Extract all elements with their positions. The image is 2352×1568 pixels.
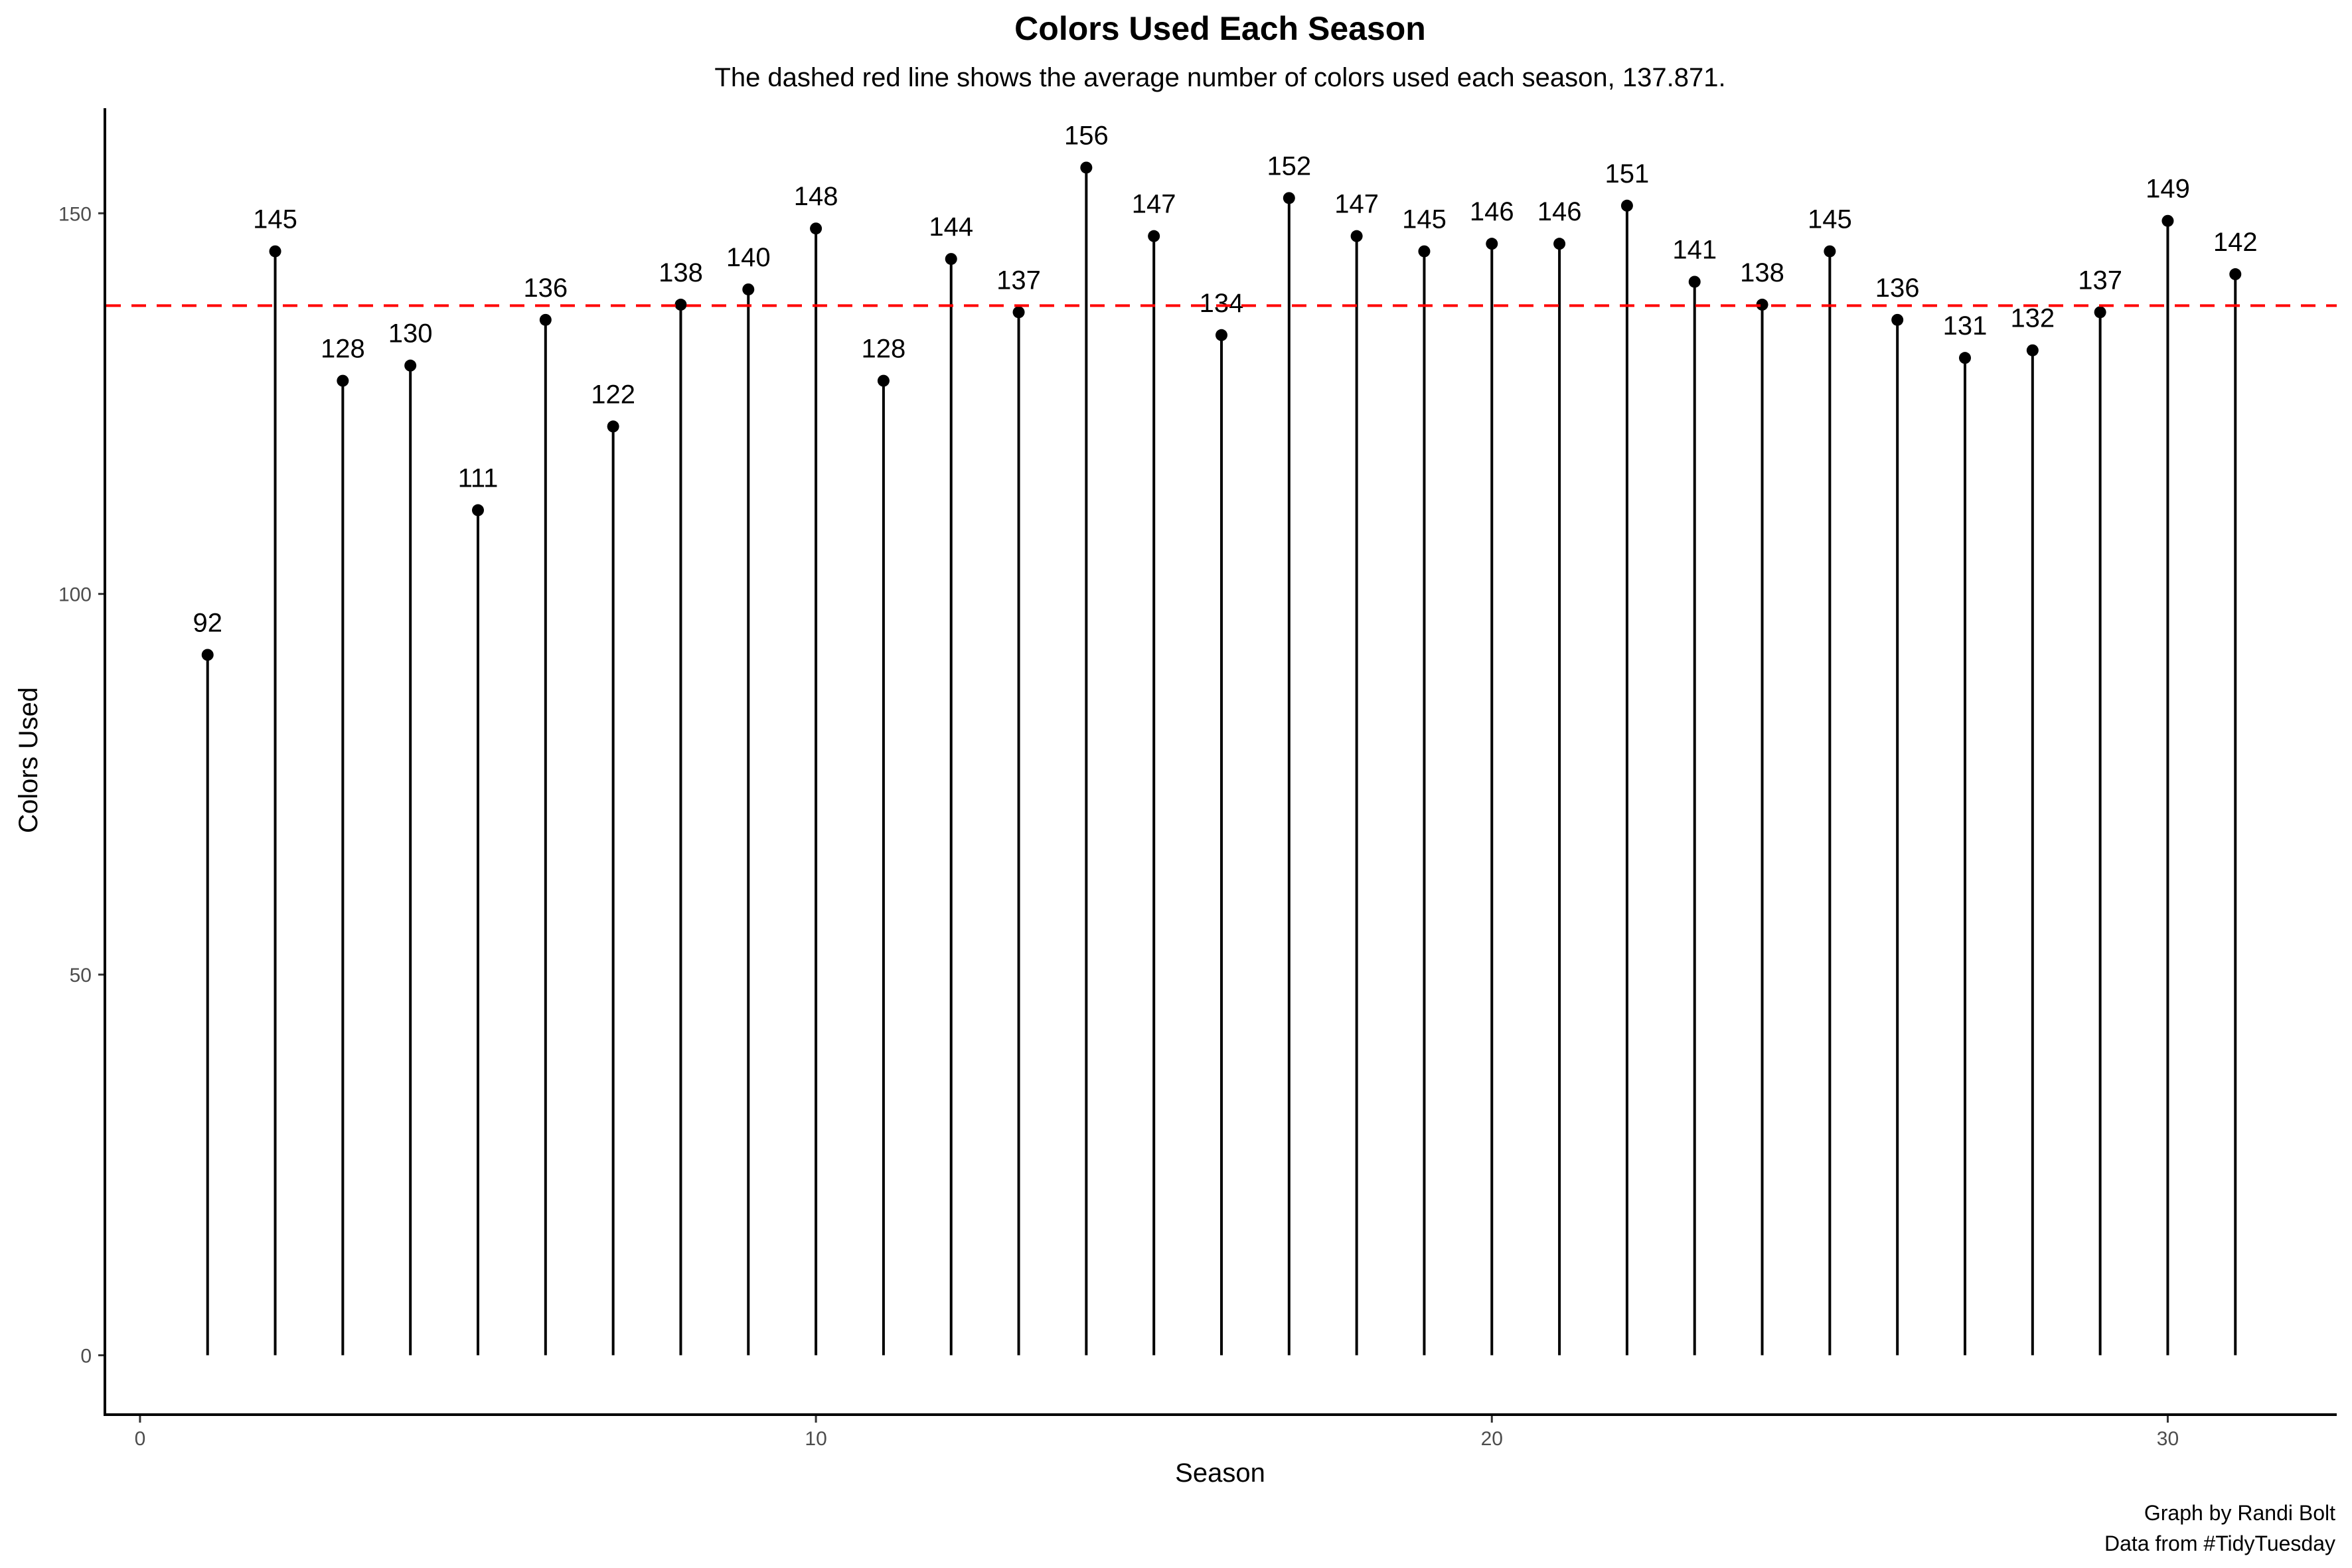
lollipop-point xyxy=(742,283,755,295)
data-label: 152 xyxy=(1267,151,1311,181)
lollipop-point xyxy=(404,359,417,372)
data-label: 137 xyxy=(2078,266,2122,295)
x-tick-label: 0 xyxy=(135,1428,146,1450)
lollipop-point xyxy=(1148,230,1160,242)
plot-area: 92 145 128 130 111 136 122 138 140 148 128 144 137 15… xyxy=(58,121,2337,1450)
data-label: 145 xyxy=(253,205,297,234)
lollipop-point xyxy=(337,374,349,387)
chart-title: Colors Used Each Season xyxy=(1014,10,1426,47)
data-label: 148 xyxy=(794,182,838,211)
lollipop-point xyxy=(877,374,890,387)
data-label: 138 xyxy=(659,258,703,287)
y-tick-label: 150 xyxy=(58,203,92,225)
lollipop-point xyxy=(945,253,957,266)
data-label: 144 xyxy=(929,212,973,242)
data-label: 134 xyxy=(1200,289,1244,318)
data-label: 151 xyxy=(1605,159,1650,189)
data-label: 128 xyxy=(862,335,906,364)
lollipop-point xyxy=(1283,192,1295,204)
lollipop-point xyxy=(607,420,619,433)
lollipop-point xyxy=(810,222,823,235)
x-tick-label: 20 xyxy=(1481,1428,1503,1450)
lollipop-point xyxy=(2094,306,2106,319)
data-label: 122 xyxy=(591,380,635,409)
data-label: 137 xyxy=(996,266,1041,295)
lollipop-point xyxy=(1350,230,1363,242)
data-label: 92 xyxy=(193,608,222,637)
data-label: 130 xyxy=(388,319,433,349)
lollipop-point xyxy=(1012,306,1025,319)
data-label: 138 xyxy=(1740,258,1784,287)
data-label: 132 xyxy=(2010,304,2055,333)
lollipop-point xyxy=(1891,313,1904,326)
data-label: 142 xyxy=(2213,228,2258,257)
data-label: 136 xyxy=(523,274,568,303)
data-label: 111 xyxy=(458,464,499,493)
chart-subtitle: The dashed red line shows the average nu… xyxy=(714,63,1725,92)
lollipop-point xyxy=(1553,238,1566,250)
y-axis-title: Colors Used xyxy=(14,687,43,833)
data-label: 131 xyxy=(1943,311,1988,341)
data-label: 145 xyxy=(1808,205,1852,234)
data-label: 141 xyxy=(1672,235,1717,264)
lollipop-point xyxy=(1824,245,1836,258)
lollipop-point xyxy=(1418,245,1431,258)
x-tick-label: 10 xyxy=(805,1428,826,1450)
lollipop-point xyxy=(2161,214,2174,227)
data-label: 145 xyxy=(1402,205,1447,234)
lollipop-point xyxy=(1080,161,1093,174)
data-label: 146 xyxy=(1537,197,1582,226)
lollipop-point xyxy=(539,313,552,326)
data-label: 149 xyxy=(2146,175,2190,204)
lollipop-point xyxy=(674,298,687,311)
lollipop-point xyxy=(1215,329,1227,341)
data-label: 128 xyxy=(321,335,365,364)
y-tick-label: 100 xyxy=(58,584,92,606)
lollipop-point xyxy=(269,245,281,258)
y-tick-label: 50 xyxy=(70,965,92,986)
lollipop-point xyxy=(201,649,214,661)
caption-line-2: Data from #TidyTuesday xyxy=(2104,1531,2335,1555)
lollipop-point xyxy=(1756,298,1768,311)
data-label: 147 xyxy=(1132,190,1176,219)
y-tick-label: 0 xyxy=(80,1346,92,1368)
data-label: 140 xyxy=(726,243,771,272)
data-label: 136 xyxy=(1875,274,1920,303)
lollipop-point xyxy=(2026,344,2039,356)
lollipop-point xyxy=(1959,352,1971,364)
x-tick-label: 30 xyxy=(2157,1428,2179,1450)
caption-line-1: Graph by Randi Bolt xyxy=(2144,1501,2335,1525)
lollipop-point xyxy=(1486,238,1498,250)
lollipop-point xyxy=(2229,268,2242,281)
x-axis-title: Season xyxy=(1175,1458,1265,1488)
data-label: 147 xyxy=(1334,190,1379,219)
lollipop-point xyxy=(1688,275,1701,288)
data-label: 156 xyxy=(1064,121,1109,150)
lollipop-point xyxy=(472,504,484,516)
data-label: 146 xyxy=(1470,197,1514,226)
lollipop-point xyxy=(1620,199,1633,212)
